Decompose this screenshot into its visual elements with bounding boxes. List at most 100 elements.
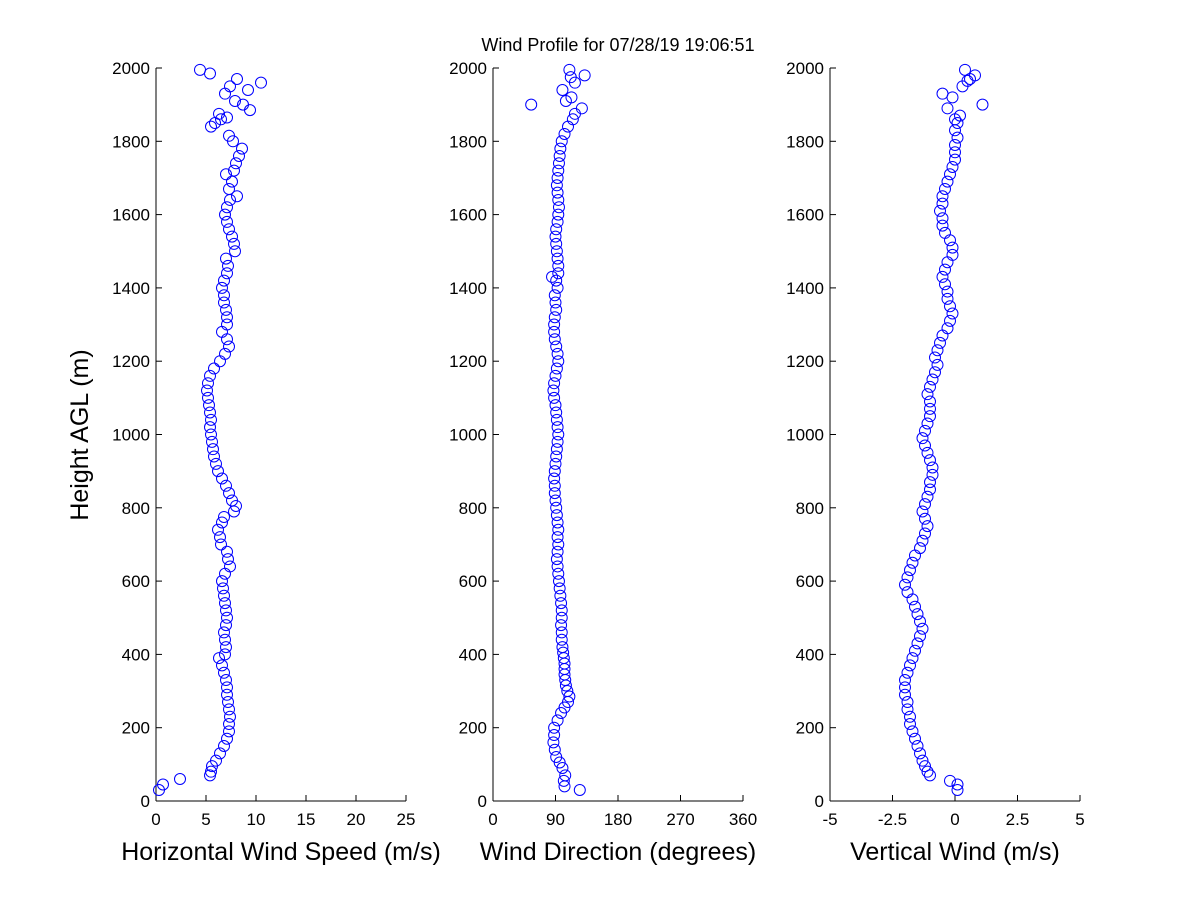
data-point <box>206 435 218 448</box>
data-point <box>212 523 224 536</box>
data-point <box>203 399 215 412</box>
data-point <box>556 762 569 775</box>
data-point <box>555 633 568 646</box>
data-point <box>202 391 214 404</box>
data-point <box>939 182 951 195</box>
data-point <box>909 732 921 745</box>
data-point <box>218 666 230 679</box>
data-point <box>557 646 570 659</box>
data-point <box>941 285 954 298</box>
data-point <box>901 571 914 584</box>
data-point <box>939 263 951 276</box>
data-point <box>911 608 924 621</box>
data-point <box>552 193 565 206</box>
y-tick-label: 800 <box>796 499 824 518</box>
x-axis-label: Horizontal Wind Speed (m/s) <box>121 838 441 866</box>
data-point <box>228 237 240 250</box>
x-tick-label: 270 <box>666 810 694 829</box>
data-point <box>555 611 568 624</box>
data-point <box>549 296 562 309</box>
data-point <box>941 322 954 335</box>
data-point <box>218 626 230 639</box>
data-point <box>551 714 564 727</box>
data-point <box>229 245 241 258</box>
data-point <box>914 747 926 760</box>
y-tick-label: 400 <box>459 645 487 664</box>
data-point <box>550 362 563 375</box>
y-tick-label: 1600 <box>786 206 824 225</box>
data-point <box>578 69 591 82</box>
data-point <box>911 740 924 753</box>
data-point <box>555 597 568 610</box>
data-point <box>550 751 563 764</box>
data-point <box>949 153 961 166</box>
data-point <box>552 201 565 214</box>
data-point <box>944 314 956 327</box>
data-points <box>525 63 591 797</box>
data-point <box>949 146 961 159</box>
data-point <box>936 270 949 283</box>
data-point <box>551 560 564 573</box>
data-point <box>969 69 981 82</box>
y-tick-label: 1400 <box>112 279 150 298</box>
data-point <box>201 384 213 397</box>
y-tick-label: 400 <box>796 645 824 664</box>
y-tick-label: 1200 <box>112 352 150 371</box>
data-point <box>550 303 563 316</box>
data-point <box>951 784 964 797</box>
data-point <box>551 281 564 294</box>
data-point <box>548 721 561 734</box>
data-point <box>563 690 576 703</box>
data-point <box>237 98 249 111</box>
data-point <box>548 487 561 500</box>
data-point <box>204 406 216 419</box>
data-point <box>906 556 919 569</box>
data-point <box>919 512 931 525</box>
data-point <box>946 248 959 261</box>
data-point <box>548 391 561 404</box>
data-point <box>566 113 579 126</box>
data-point <box>916 432 929 445</box>
data-point <box>549 369 562 382</box>
data-point <box>954 109 966 122</box>
data-point <box>926 373 939 386</box>
data-point <box>924 483 936 496</box>
data-point <box>551 545 564 558</box>
data-point <box>213 107 225 120</box>
data-point <box>242 83 254 96</box>
data-point <box>205 413 217 426</box>
data-point <box>549 230 562 243</box>
data-point <box>202 377 214 390</box>
data-point <box>929 366 941 379</box>
y-tick-label: 1000 <box>786 426 824 445</box>
y-tick-label: 1000 <box>112 426 150 445</box>
data-point <box>551 421 564 434</box>
y-tick-label: 2000 <box>449 59 487 78</box>
y-axis-label: Height AGL (m) <box>66 349 94 520</box>
data-point <box>550 553 563 566</box>
data-point <box>223 340 235 353</box>
data-point <box>921 417 934 430</box>
data-point <box>911 637 924 650</box>
data-point <box>213 652 225 665</box>
data-point <box>550 245 563 258</box>
data-point <box>899 688 911 701</box>
data-point <box>222 553 234 566</box>
x-tick-label: 90 <box>546 810 565 829</box>
data-point <box>550 501 563 514</box>
data-point <box>223 129 235 142</box>
y-tick-label: 1200 <box>786 352 824 371</box>
x-tick-label: 5 <box>201 810 210 829</box>
data-point <box>916 754 929 767</box>
data-point <box>909 600 921 613</box>
data-point <box>212 465 224 478</box>
data-point <box>550 237 563 250</box>
data-point <box>916 505 929 518</box>
data-point <box>553 149 566 162</box>
data-point <box>204 421 216 434</box>
data-point <box>210 754 222 767</box>
data-point <box>921 388 934 401</box>
